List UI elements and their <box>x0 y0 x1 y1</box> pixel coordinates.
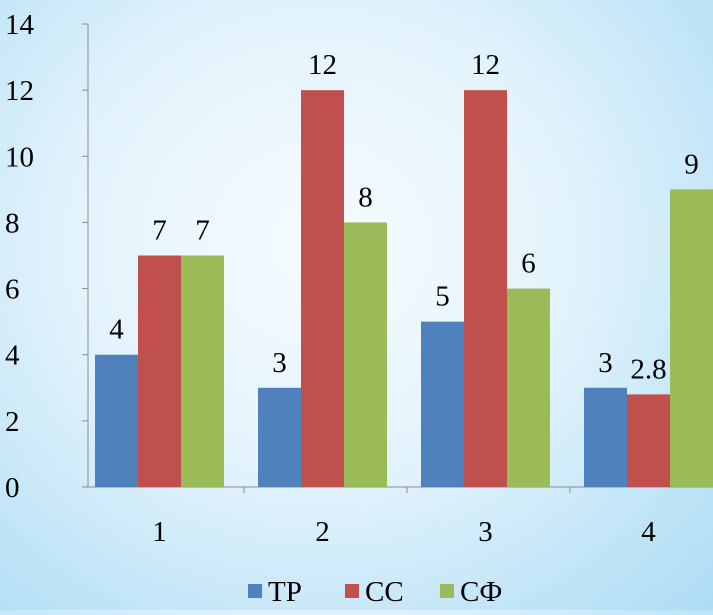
data-label: 9 <box>684 148 699 180</box>
legend: TP CC CФ <box>248 576 502 608</box>
legend-swatch <box>345 584 359 598</box>
y-tick-label: 2 <box>5 406 20 438</box>
data-label: 3 <box>598 347 613 379</box>
legend-label: TP <box>268 576 302 608</box>
y-tick-label: 8 <box>5 207 20 239</box>
bar <box>584 387 627 487</box>
y-tick-label: 6 <box>5 274 20 306</box>
y-tick-label: 14 <box>5 9 35 41</box>
bars <box>95 90 713 488</box>
data-label: 2.8 <box>630 353 666 385</box>
bar <box>670 189 713 487</box>
x-tick-label: 1 <box>152 516 167 548</box>
bar <box>258 387 301 487</box>
bar <box>301 90 344 488</box>
legend-label: CC <box>365 576 404 608</box>
bar <box>344 222 387 487</box>
bar <box>507 288 550 487</box>
y-axis: 0 2 4 6 8 10 12 14 <box>5 9 89 504</box>
legend-label: CФ <box>460 576 502 608</box>
data-label: 6 <box>521 248 536 280</box>
data-label: 3 <box>272 347 287 379</box>
bar <box>627 394 670 487</box>
data-labels: 4 7 7 3 12 8 5 12 6 3 2.8 9 <box>109 49 699 385</box>
bar <box>95 354 138 487</box>
data-label: 12 <box>471 49 500 81</box>
data-label: 7 <box>195 215 210 247</box>
data-label: 8 <box>358 181 373 213</box>
bar <box>464 90 507 488</box>
bar <box>181 255 224 487</box>
x-tick-label: 4 <box>641 516 656 548</box>
x-axis: 1 2 3 4 <box>88 486 713 548</box>
y-tick-label: 4 <box>5 340 20 372</box>
data-label: 12 <box>308 49 337 81</box>
bar <box>138 255 181 487</box>
data-label: 5 <box>435 281 450 313</box>
x-tick-label: 2 <box>315 516 330 548</box>
x-tick-label: 3 <box>478 516 493 548</box>
legend-swatch <box>248 584 262 598</box>
data-label: 4 <box>109 314 124 346</box>
y-tick-label: 12 <box>5 75 34 107</box>
data-label: 7 <box>152 215 167 247</box>
y-tick-label: 10 <box>5 141 34 173</box>
bar <box>421 321 464 487</box>
y-tick-label: 0 <box>5 472 20 504</box>
legend-swatch <box>440 584 454 598</box>
